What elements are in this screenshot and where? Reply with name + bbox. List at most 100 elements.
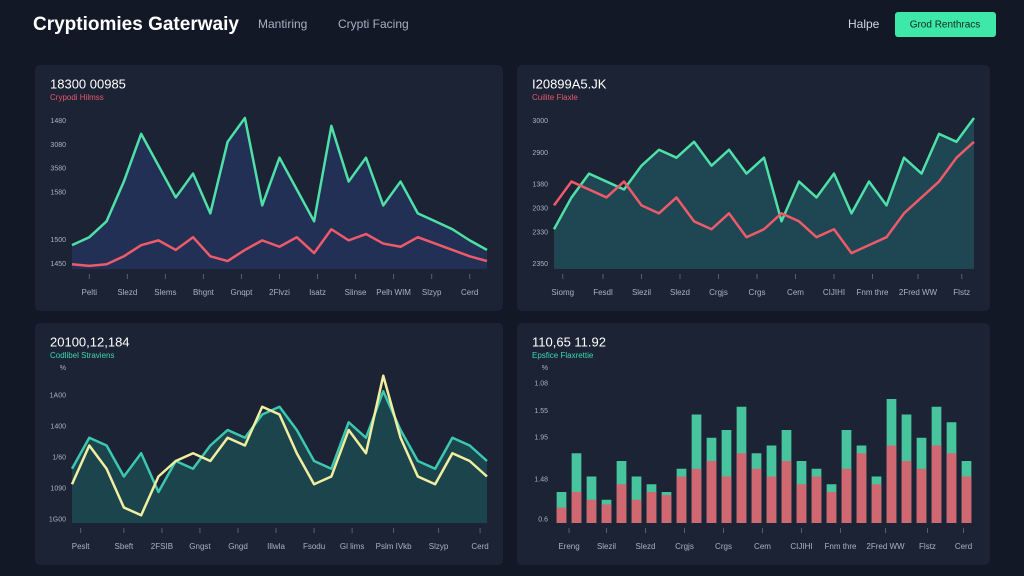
y-tick-label: % [60, 365, 66, 372]
x-tick-label: Slzyp [422, 288, 442, 297]
x-tick-label: 2Fred WW [866, 542, 905, 551]
button[interactable] [895, 12, 996, 37]
chart-subtitle: Codlibel Straviens [50, 351, 114, 360]
x-tick-label: Cerd [471, 542, 488, 551]
y-tick-label: 1.55 [534, 408, 548, 415]
line [71, 228, 488, 268]
bar [901, 461, 912, 523]
x-tick-label: Crgs [715, 542, 732, 551]
area [72, 391, 487, 523]
bar [856, 453, 867, 523]
line [70, 390, 488, 494]
x-tick-label: Crgjs [709, 288, 728, 297]
y-tick-label: 1.95 [534, 435, 548, 442]
x-tick-label: Gngd [228, 542, 248, 551]
x-tick-label: Slezd [117, 288, 137, 297]
y-tick-label: 2330 [532, 229, 548, 236]
x-tick-label: Slezd [670, 288, 690, 297]
x-tick-label: Slinse [345, 288, 367, 297]
x-tick-label: Peslt [72, 542, 91, 551]
bar [736, 453, 747, 523]
x-tick-label: Cem [754, 542, 771, 551]
bar [676, 476, 687, 523]
bar [826, 492, 837, 523]
x-tick-label: Fnm thre [824, 542, 857, 551]
bar [556, 507, 567, 523]
bar [916, 468, 927, 523]
bar [661, 495, 672, 523]
bar [871, 484, 882, 523]
x-tick-label: Pelh WIM [376, 288, 411, 297]
button-label[interactable]: Grod Renthracs [910, 20, 981, 31]
line [552, 117, 976, 230]
bar [571, 492, 582, 523]
area [554, 117, 974, 269]
app-title: Cryptiomies Gaterwaiy [33, 14, 239, 35]
chart-subtitle: Crypodi Hilmss [50, 93, 104, 102]
bar [721, 476, 732, 523]
y-tick-label: 0.6 [538, 517, 548, 524]
x-tick-label: Flstz [953, 288, 970, 297]
nav-link[interactable]: Mantiring [258, 17, 307, 31]
x-tick-label: Fesdl [593, 288, 613, 297]
x-tick-label: Slezil [597, 542, 616, 551]
y-tick-label: 1450 [50, 261, 66, 268]
x-tick-label: Ereng [558, 542, 579, 551]
nav-link[interactable]: Halpe [848, 17, 880, 31]
bar [796, 484, 807, 523]
bar [571, 453, 582, 523]
x-tick-label: Sbeft [115, 542, 134, 551]
x-tick-label: Fsodu [303, 542, 325, 551]
x-tick-label: Siomg [551, 288, 574, 297]
x-tick-label: Slems [154, 288, 176, 297]
bar [691, 468, 702, 523]
x-tick-label: Pelti [82, 288, 98, 297]
chart-title: 20100,12,184 [50, 334, 130, 349]
y-tick-label: 1500 [50, 237, 66, 244]
x-tick-label: Isatz [309, 288, 326, 297]
bar [931, 445, 942, 523]
x-tick-label: Fnm thre [856, 288, 889, 297]
chart-subtitle: Epsfice Flaxrettie [532, 351, 594, 360]
bar [961, 476, 972, 523]
nav-link[interactable]: Crypti Facing [338, 17, 409, 31]
y-tick-label: 2900 [532, 150, 548, 157]
x-tick-label: Crgs [749, 288, 766, 297]
x-tick-label: Cem [787, 288, 804, 297]
line [71, 116, 488, 252]
y-tick-label: 1G00 [49, 517, 66, 524]
bar [706, 461, 717, 523]
x-tick-label: CIJIHI [823, 288, 845, 297]
bar [646, 492, 657, 523]
x-tick-label: Pslm IVkb [376, 542, 413, 551]
x-tick-label: 2FSIB [151, 542, 173, 551]
x-tick-label: Cerd [461, 288, 478, 297]
y-tick-label: 1380 [532, 182, 548, 189]
y-tick-label: 1/60 [52, 455, 66, 462]
bar [781, 461, 792, 523]
x-tick-label: Bhgnt [193, 288, 215, 297]
y-tick-label: 1580 [50, 190, 66, 197]
y-tick-label: 1.08 [534, 380, 548, 387]
x-tick-label: Flstz [919, 542, 936, 551]
bar [631, 499, 642, 523]
x-tick-label: Cerd [955, 542, 972, 551]
x-tick-label: Slezd [635, 542, 655, 551]
bar [586, 499, 597, 523]
x-tick-label: Gngst [189, 542, 211, 551]
y-tick-label: 1.48 [534, 476, 548, 483]
line [70, 374, 488, 517]
y-tick-label: % [542, 365, 548, 372]
x-tick-label: CIJIHI [790, 542, 812, 551]
bar [766, 476, 777, 523]
x-tick-label: Slzyp [429, 542, 449, 551]
y-tick-label: 1480 [50, 118, 66, 125]
x-tick-label: Illwla [267, 542, 285, 551]
x-tick-label: 2Fred WW [899, 288, 938, 297]
line [552, 140, 975, 255]
y-tick-label: 1400 [50, 424, 66, 431]
chart-subtitle: Cuilite Flaxle [532, 93, 578, 102]
chart-title: 110,65 11.92 [532, 334, 606, 349]
y-tick-label: 1A00 [50, 393, 66, 400]
